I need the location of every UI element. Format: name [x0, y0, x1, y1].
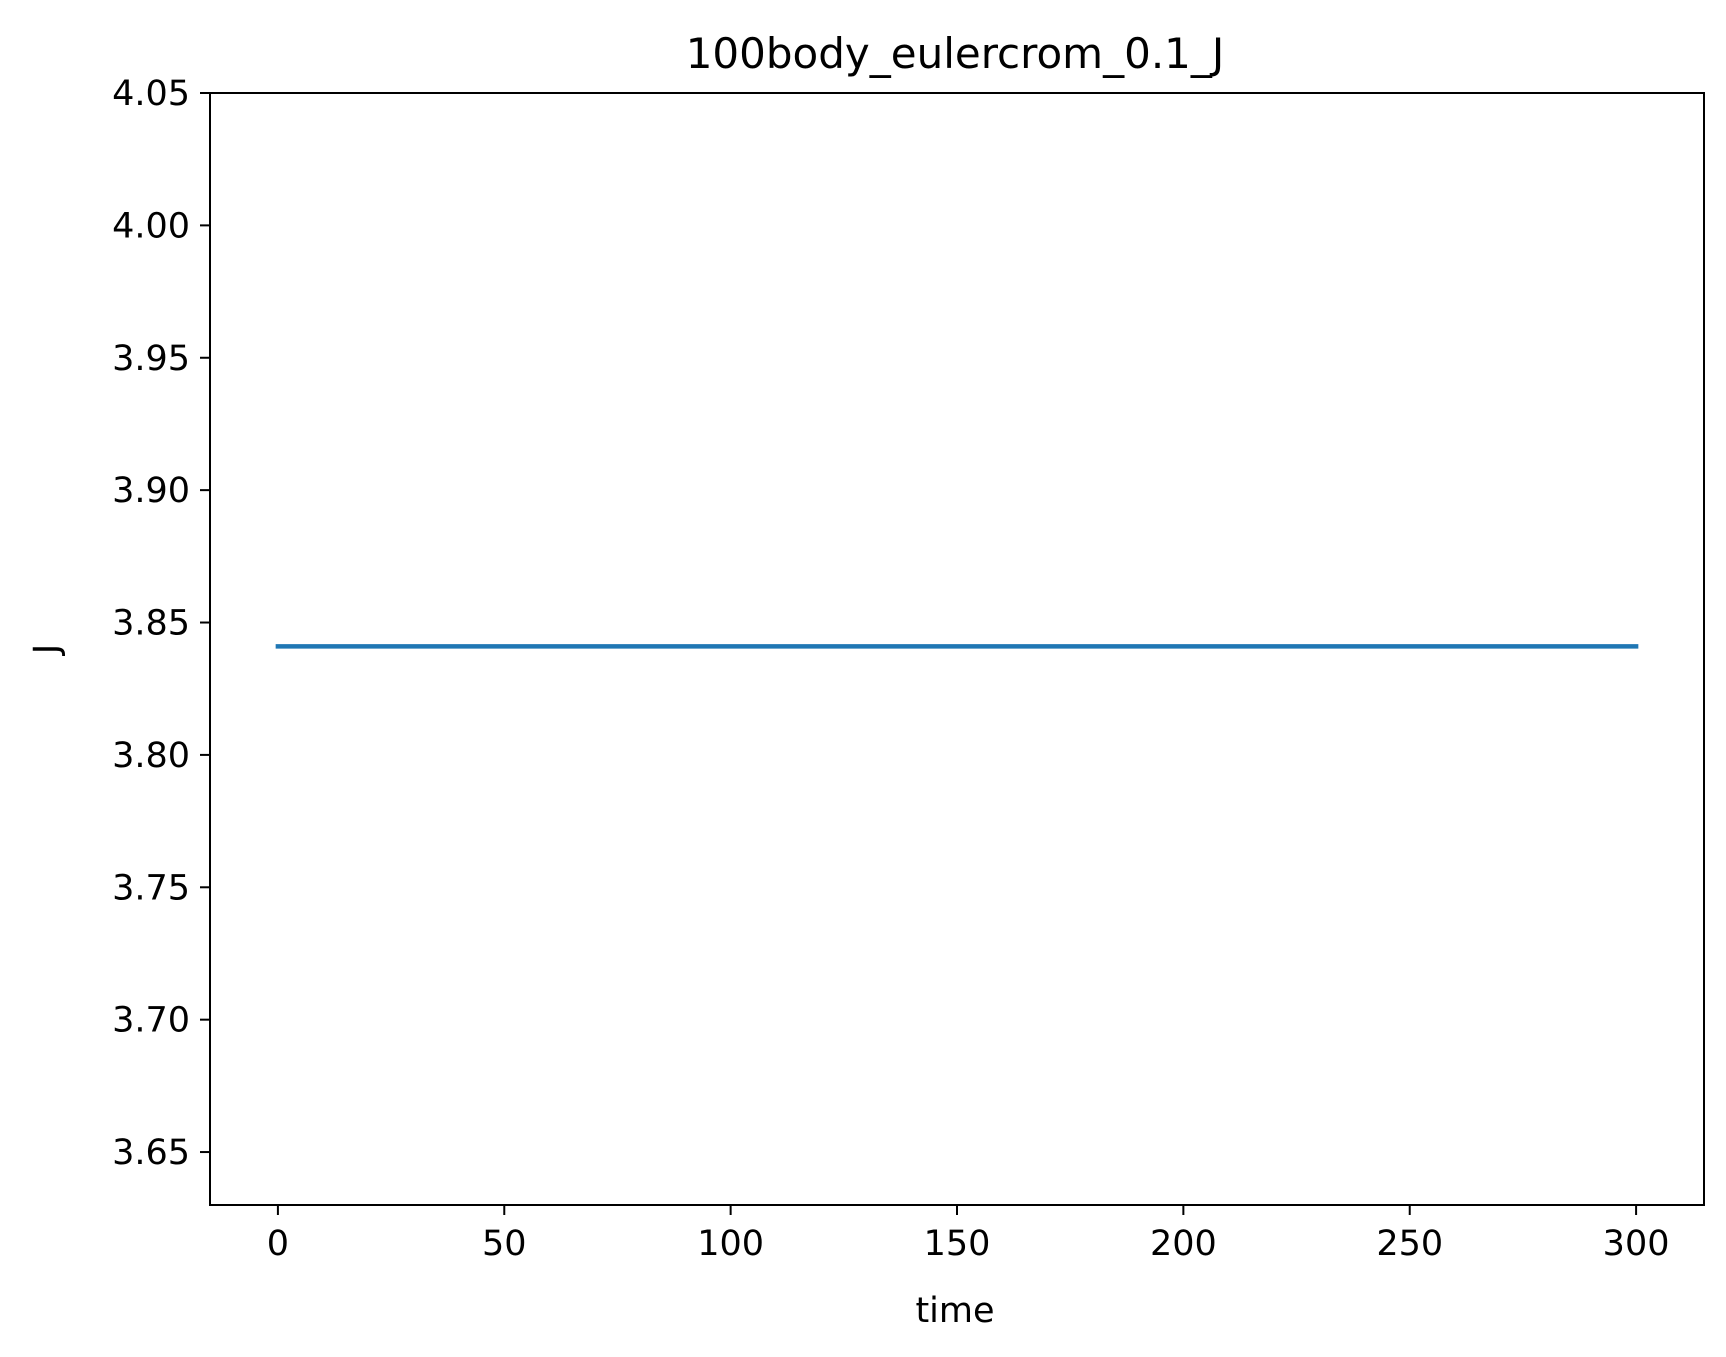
plot-area [210, 93, 1704, 1205]
x-tick-label: 150 [924, 1224, 991, 1264]
x-tick-label: 0 [267, 1224, 289, 1264]
y-tick-label: 4.00 [112, 206, 190, 246]
y-tick-label: 3.85 [112, 604, 190, 644]
y-tick-label: 3.95 [112, 339, 190, 379]
y-axis-label: J [27, 644, 67, 656]
y-tick-label: 3.70 [112, 1001, 190, 1041]
x-axis-label: time [915, 1291, 994, 1331]
chart-title: 100body_eulercrom_0.1_J [686, 29, 1225, 78]
y-tick-label: 3.65 [112, 1133, 190, 1173]
y-tick-label: 3.90 [112, 471, 190, 511]
y-tick-label: 4.05 [112, 74, 190, 114]
x-tick-label: 200 [1150, 1224, 1217, 1264]
y-axis-ticks: 3.65 3.70 3.75 3.80 3.85 3.90 3.95 4.00 4.05 [112, 74, 210, 1173]
x-tick-label: 50 [482, 1224, 527, 1264]
y-tick-label: 3.75 [112, 868, 190, 908]
x-axis-ticks: 0 50 100 150 200 250 300 [267, 1205, 1670, 1264]
x-tick-label: 250 [1376, 1224, 1443, 1264]
x-tick-label: 300 [1603, 1224, 1670, 1264]
x-tick-label: 100 [697, 1224, 764, 1264]
y-tick-label: 3.80 [112, 736, 190, 776]
